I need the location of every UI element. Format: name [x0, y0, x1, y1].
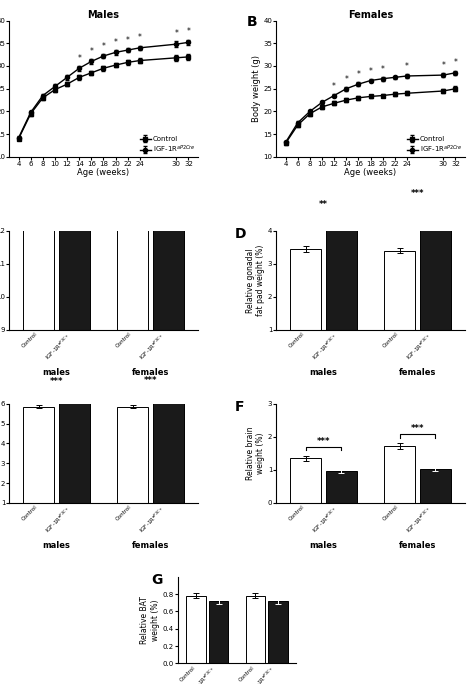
Text: ***: *** [50, 378, 63, 386]
Text: females: females [132, 540, 169, 549]
Text: *: * [114, 38, 118, 47]
Y-axis label: Relative gonadal
fat pad weight (%): Relative gonadal fat pad weight (%) [246, 245, 265, 316]
Text: females: females [399, 367, 436, 377]
Bar [23, 0, 55, 330]
Text: *: * [126, 36, 130, 44]
Bar [384, 446, 415, 503]
Text: B: B [246, 15, 257, 29]
Text: ***: *** [411, 189, 424, 198]
Bar [384, 250, 415, 330]
Bar [59, 0, 90, 330]
Y-axis label: Relative BAT
weight (%): Relative BAT weight (%) [140, 596, 160, 644]
Text: F: F [235, 399, 245, 414]
Bar [209, 601, 228, 663]
Text: *: * [138, 34, 142, 42]
Text: *: * [441, 61, 445, 70]
Title: Males: Males [88, 10, 119, 20]
Bar [419, 211, 451, 330]
Text: *: * [174, 29, 178, 38]
Text: D: D [235, 226, 246, 241]
Bar [118, 0, 148, 330]
Legend: Control, IGF-1R$^{aP2Cre}$: Control, IGF-1R$^{aP2Cre}$ [139, 135, 196, 155]
Legend: Control, IGF-1R$^{aP2Cre}$: Control, IGF-1R$^{aP2Cre}$ [407, 135, 463, 155]
Bar [186, 596, 206, 663]
Text: ***: *** [144, 376, 157, 386]
Bar [153, 0, 184, 330]
Bar [153, 397, 184, 503]
Text: *: * [332, 81, 336, 90]
Text: *: * [369, 66, 373, 75]
Bar [268, 601, 288, 663]
Bar [59, 397, 90, 503]
Text: *: * [77, 54, 81, 63]
Bar [246, 596, 265, 663]
Text: *: * [381, 65, 384, 74]
Y-axis label: Relative brain
weight (%): Relative brain weight (%) [246, 427, 265, 480]
Title: Females: Females [348, 10, 393, 20]
Bar [23, 407, 55, 503]
Text: *: * [356, 70, 360, 79]
Text: *: * [101, 42, 105, 51]
Text: *: * [186, 27, 191, 36]
Text: males: males [310, 540, 337, 549]
Text: females: females [132, 367, 169, 377]
Text: *: * [454, 58, 457, 67]
Text: males: males [43, 367, 71, 377]
X-axis label: Age (weeks): Age (weeks) [345, 168, 397, 177]
Text: G: G [152, 573, 163, 587]
Bar [419, 469, 451, 503]
Text: **: ** [319, 200, 328, 209]
Text: *: * [90, 47, 93, 56]
Text: females: females [399, 540, 436, 549]
Bar [290, 249, 321, 330]
Text: males: males [43, 540, 71, 549]
X-axis label: Age (weeks): Age (weeks) [77, 168, 129, 177]
Text: *: * [405, 62, 409, 71]
Y-axis label: Body weight (g): Body weight (g) [252, 55, 261, 122]
Text: ***: *** [411, 425, 424, 434]
Text: males: males [310, 367, 337, 377]
Text: ***: *** [317, 437, 330, 446]
Bar [326, 224, 356, 330]
Bar [290, 458, 321, 503]
Text: *: * [344, 75, 348, 83]
Bar [118, 407, 148, 503]
Bar [326, 471, 356, 503]
